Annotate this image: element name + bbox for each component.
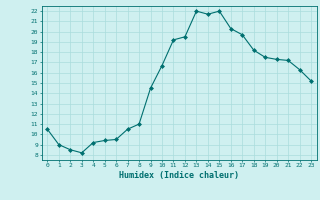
X-axis label: Humidex (Indice chaleur): Humidex (Indice chaleur) (119, 171, 239, 180)
